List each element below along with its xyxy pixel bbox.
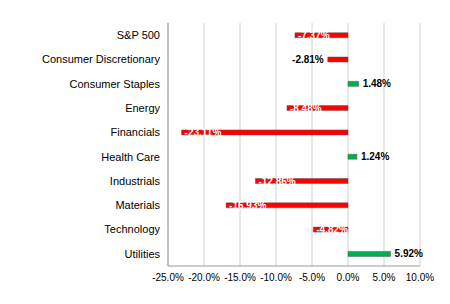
svg-text:5.0%: 5.0% xyxy=(373,272,396,283)
svg-text:Consumer Staples: Consumer Staples xyxy=(70,78,161,90)
svg-text:-4.82%: -4.82% xyxy=(316,224,348,235)
svg-text:Materials: Materials xyxy=(115,199,160,211)
svg-text:5.92%: 5.92% xyxy=(395,248,423,259)
svg-text:-23.11%: -23.11% xyxy=(185,127,222,138)
svg-text:-16.93%: -16.93% xyxy=(229,200,266,211)
svg-text:-20.0%: -20.0% xyxy=(188,272,220,283)
svg-text:-7.37%: -7.37% xyxy=(298,30,330,41)
svg-text:-2.81%: -2.81% xyxy=(292,54,324,65)
svg-text:Consumer Discretionary: Consumer Discretionary xyxy=(42,53,160,65)
svg-text:Industrials: Industrials xyxy=(110,175,161,187)
svg-text:-15.0%: -15.0% xyxy=(224,272,256,283)
svg-text:0.0%: 0.0% xyxy=(337,272,360,283)
svg-text:Utilities: Utilities xyxy=(125,248,161,260)
svg-text:-8.48%: -8.48% xyxy=(290,103,322,114)
svg-text:10.0%: 10.0% xyxy=(406,272,434,283)
svg-text:-5.0%: -5.0% xyxy=(299,272,325,283)
svg-text:-12.86%: -12.86% xyxy=(258,176,295,187)
svg-text:Technology: Technology xyxy=(104,223,160,235)
svg-text:S&P 500: S&P 500 xyxy=(117,29,160,41)
svg-text:Financials: Financials xyxy=(110,126,160,138)
svg-text:Energy: Energy xyxy=(125,102,160,114)
svg-text:1.24%: 1.24% xyxy=(361,151,389,162)
svg-text:-10.0%: -10.0% xyxy=(260,272,292,283)
svg-text:1.48%: 1.48% xyxy=(363,78,391,89)
svg-text:Health Care: Health Care xyxy=(101,151,160,163)
svg-text:-25.0%: -25.0% xyxy=(152,272,184,283)
